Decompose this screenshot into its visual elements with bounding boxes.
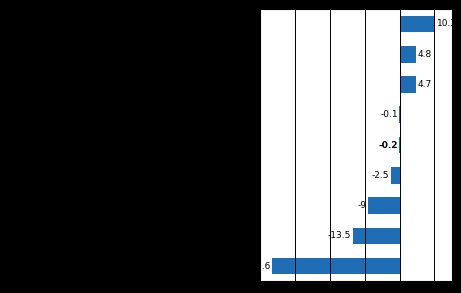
Text: 4.8: 4.8 — [418, 50, 432, 59]
Text: -0.2: -0.2 — [378, 141, 397, 149]
Text: -9: -9 — [358, 201, 367, 210]
Bar — [399, 137, 400, 153]
Bar — [400, 76, 416, 93]
Text: -36.6: -36.6 — [248, 262, 271, 271]
Bar — [353, 228, 400, 244]
Text: 4.7: 4.7 — [417, 80, 431, 89]
Bar — [400, 46, 416, 62]
Text: -0.1: -0.1 — [380, 110, 398, 119]
Text: -13.5: -13.5 — [328, 231, 351, 240]
Text: -2.5: -2.5 — [372, 171, 390, 180]
Bar — [272, 258, 400, 275]
Bar — [368, 197, 400, 214]
Bar — [391, 167, 400, 184]
Bar — [400, 16, 436, 32]
Text: 10.3: 10.3 — [437, 19, 457, 28]
